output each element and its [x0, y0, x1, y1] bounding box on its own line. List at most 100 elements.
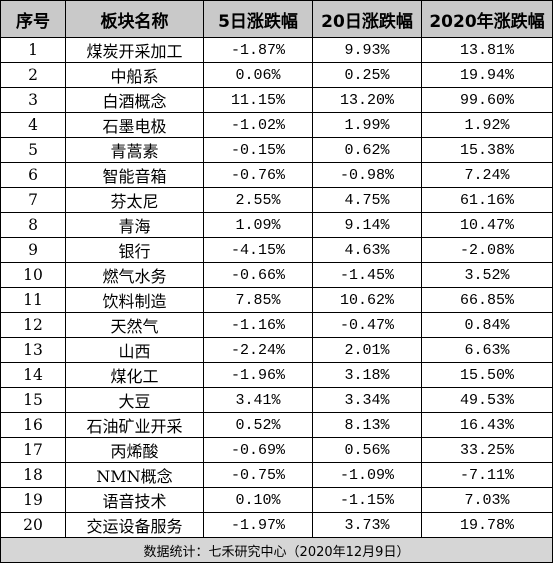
- header-row: 序号 板块名称 5日涨跌幅 20日涨跌幅 2020年涨跌幅: [0, 0, 553, 38]
- table-row: 15 大豆 3.41% 3.34% 49.53%: [0, 387, 553, 413]
- change-2020: -2.08%: [421, 237, 553, 263]
- table-row: 3 白酒概念 11.15% 13.20% 99.60%: [0, 87, 553, 113]
- row-index: 16: [0, 412, 66, 438]
- change-20day: 8.13%: [312, 412, 422, 438]
- change-5day: 7.85%: [203, 287, 313, 313]
- change-5day: -0.75%: [203, 462, 313, 488]
- change-2020: 19.78%: [421, 512, 553, 538]
- change-2020: 10.47%: [421, 212, 553, 238]
- change-20day: 9.14%: [312, 212, 422, 238]
- row-index: 18: [0, 462, 66, 488]
- table-row: 8 青海 1.09% 9.14% 10.47%: [0, 212, 553, 238]
- row-index: 6: [0, 162, 66, 188]
- row-index: 19: [0, 487, 66, 513]
- table-row: 20 交运设备服务 -1.97% 3.73% 19.78%: [0, 512, 553, 538]
- table-row: 12 天然气 -1.16% -0.47% 0.84%: [0, 312, 553, 338]
- row-index: 4: [0, 112, 66, 138]
- sector-name: 交运设备服务: [65, 512, 204, 538]
- change-2020: 15.38%: [421, 137, 553, 163]
- change-20day: 3.18%: [312, 362, 422, 388]
- change-2020: 3.52%: [421, 262, 553, 288]
- sector-name: 燃气水务: [65, 262, 204, 288]
- change-20day: 4.75%: [312, 187, 422, 213]
- table-row: 5 青蒿素 -0.15% 0.62% 15.38%: [0, 137, 553, 163]
- change-20day: 1.99%: [312, 112, 422, 138]
- change-20day: 3.73%: [312, 512, 422, 538]
- row-index: 1: [0, 37, 66, 63]
- change-5day: 3.41%: [203, 387, 313, 413]
- header-20day-change: 20日涨跌幅: [312, 0, 422, 38]
- change-5day: -1.87%: [203, 37, 313, 63]
- change-20day: 9.93%: [312, 37, 422, 63]
- change-20day: -0.47%: [312, 312, 422, 338]
- table-row: 6 智能音箱 -0.76% -0.98% 7.24%: [0, 162, 553, 188]
- table-footer: 数据统计：七禾研究中心（2020年12月9日）: [0, 537, 553, 563]
- change-5day: 1.09%: [203, 212, 313, 238]
- change-5day: 0.06%: [203, 62, 313, 88]
- sector-name: 白酒概念: [65, 87, 204, 113]
- sector-name: 丙烯酸: [65, 437, 204, 463]
- sector-name: 智能音箱: [65, 162, 204, 188]
- change-20day: -0.98%: [312, 162, 422, 188]
- row-index: 15: [0, 387, 66, 413]
- table-body: 1 煤炭开采加工 -1.87% 9.93% 13.81% 2 中船系 0.06% 0.25% 19…: [0, 37, 553, 538]
- change-2020: 15.50%: [421, 362, 553, 388]
- table-row: 4 石墨电极 -1.02% 1.99% 1.92%: [0, 112, 553, 138]
- sector-name: 山西: [65, 337, 204, 363]
- change-20day: 13.20%: [312, 87, 422, 113]
- change-2020: 49.53%: [421, 387, 553, 413]
- sector-name: 石墨电极: [65, 112, 204, 138]
- sector-name: 饮料制造: [65, 287, 204, 313]
- change-5day: -1.96%: [203, 362, 313, 388]
- change-5day: -1.97%: [203, 512, 313, 538]
- change-2020: -7.11%: [421, 462, 553, 488]
- row-index: 12: [0, 312, 66, 338]
- row-index: 3: [0, 87, 66, 113]
- change-5day: -0.76%: [203, 162, 313, 188]
- change-5day: -4.15%: [203, 237, 313, 263]
- change-2020: 61.16%: [421, 187, 553, 213]
- change-2020: 7.03%: [421, 487, 553, 513]
- change-20day: -1.15%: [312, 487, 422, 513]
- change-2020: 13.81%: [421, 37, 553, 63]
- change-2020: 0.84%: [421, 312, 553, 338]
- row-index: 8: [0, 212, 66, 238]
- change-20day: 4.63%: [312, 237, 422, 263]
- table-row: 19 语音技术 0.10% -1.15% 7.03%: [0, 487, 553, 513]
- sector-name: 中船系: [65, 62, 204, 88]
- change-5day: -0.69%: [203, 437, 313, 463]
- row-index: 2: [0, 62, 66, 88]
- table-row: 11 饮料制造 7.85% 10.62% 66.85%: [0, 287, 553, 313]
- change-2020: 7.24%: [421, 162, 553, 188]
- sector-name: 青海: [65, 212, 204, 238]
- change-5day: -0.15%: [203, 137, 313, 163]
- table-row: 7 芬太尼 2.55% 4.75% 61.16%: [0, 187, 553, 213]
- sector-name: 语音技术: [65, 487, 204, 513]
- sector-name: 煤化工: [65, 362, 204, 388]
- change-20day: 10.62%: [312, 287, 422, 313]
- change-2020: 99.60%: [421, 87, 553, 113]
- row-index: 17: [0, 437, 66, 463]
- table-row: 10 燃气水务 -0.66% -1.45% 3.52%: [0, 262, 553, 288]
- header-5day-change: 5日涨跌幅: [203, 0, 313, 38]
- change-20day: 0.62%: [312, 137, 422, 163]
- sector-name: 天然气: [65, 312, 204, 338]
- sector-name: 石油矿业开采: [65, 412, 204, 438]
- table-row: 14 煤化工 -1.96% 3.18% 15.50%: [0, 362, 553, 388]
- sector-name: NMN概念: [65, 462, 204, 488]
- change-2020: 1.92%: [421, 112, 553, 138]
- change-2020: 66.85%: [421, 287, 553, 313]
- change-20day: 0.25%: [312, 62, 422, 88]
- table-header: 序号 板块名称 5日涨跌幅 20日涨跌幅 2020年涨跌幅: [0, 0, 553, 38]
- change-20day: 0.56%: [312, 437, 422, 463]
- table-row: 16 石油矿业开采 0.52% 8.13% 16.43%: [0, 412, 553, 438]
- table-row: 17 丙烯酸 -0.69% 0.56% 33.25%: [0, 437, 553, 463]
- table-row: 13 山西 -2.24% 2.01% 6.63%: [0, 337, 553, 363]
- table-row: 2 中船系 0.06% 0.25% 19.94%: [0, 62, 553, 88]
- change-5day: 2.55%: [203, 187, 313, 213]
- data-source-note: 数据统计：七禾研究中心（2020年12月9日）: [0, 537, 553, 563]
- change-20day: 3.34%: [312, 387, 422, 413]
- row-index: 20: [0, 512, 66, 538]
- row-index: 9: [0, 237, 66, 263]
